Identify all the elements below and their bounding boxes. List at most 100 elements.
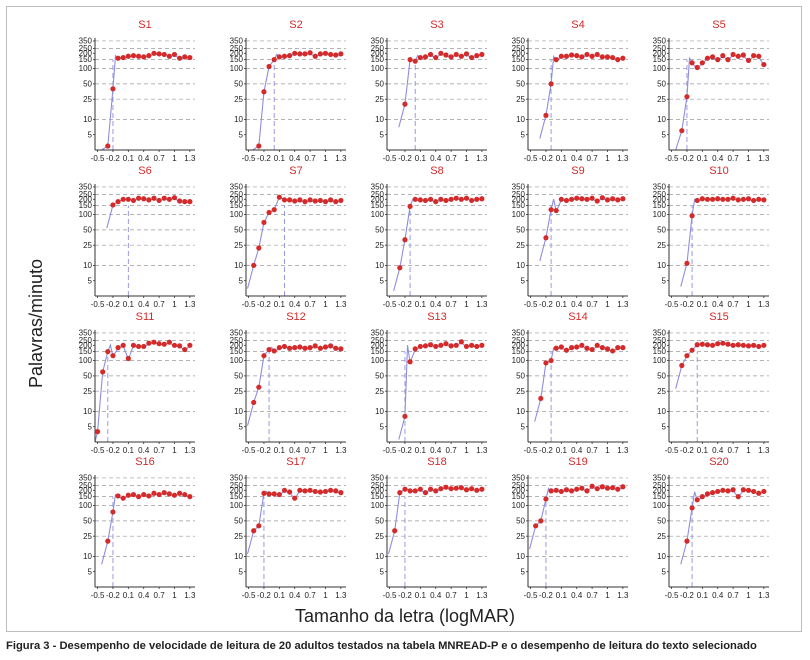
data-point: [610, 196, 616, 202]
data-point: [276, 491, 282, 498]
x-tick-label: 1: [464, 446, 469, 455]
y-tick-label: 250: [371, 336, 385, 345]
x-tick-label: -0.5: [242, 446, 256, 455]
x-tick-label: 1.3: [184, 591, 196, 600]
y-tick-label: 10: [657, 552, 666, 561]
data-point: [589, 53, 595, 59]
data-point: [135, 494, 142, 500]
y-tick-label: 150: [79, 55, 93, 64]
data-point: [433, 488, 439, 494]
data-point: [730, 487, 736, 493]
data-point: [699, 196, 705, 202]
data-point: [317, 51, 323, 57]
data-point: [177, 55, 183, 61]
data-point: [756, 343, 762, 350]
data-point: [156, 51, 162, 57]
panel-title: S15: [709, 311, 729, 323]
data-point: [745, 343, 752, 349]
y-tick-label: 25: [234, 241, 243, 250]
data-point: [751, 197, 757, 204]
y-tick-label: 5: [380, 276, 385, 285]
data-point: [427, 196, 434, 202]
data-point: [333, 345, 339, 351]
data-point: [171, 492, 178, 498]
data-point: [725, 57, 731, 63]
data-point: [538, 518, 544, 524]
y-tick-label: 250: [653, 190, 667, 199]
data-point: [328, 487, 334, 493]
y-tick-label: 50: [234, 225, 243, 234]
x-tick-label: -0.5: [383, 446, 397, 455]
data-point: [182, 491, 188, 498]
y-tick-label: 150: [230, 201, 244, 210]
data-point: [620, 55, 626, 61]
data-point: [261, 490, 267, 496]
data-point: [146, 197, 152, 203]
data-point: [125, 492, 131, 498]
data-point: [589, 195, 595, 201]
y-tick-label: 5: [662, 567, 667, 576]
x-tick-label: 0.1: [274, 446, 286, 455]
data-point: [156, 197, 162, 204]
data-point: [579, 196, 585, 202]
data-point: [115, 199, 121, 205]
x-tick-label: 0.4: [289, 300, 301, 309]
y-tick-label: 100: [512, 501, 526, 510]
y-tick-label: 25: [657, 532, 666, 541]
data-point: [412, 346, 418, 352]
y-tick-label: 25: [234, 532, 243, 541]
data-point: [443, 484, 449, 490]
y-tick-label: 150: [230, 492, 244, 501]
data-point: [704, 55, 711, 61]
data-point: [161, 341, 167, 347]
fit-curve: [247, 196, 341, 289]
y-tick-label: 10: [516, 552, 525, 561]
y-tick-label: 200: [512, 195, 526, 204]
data-point: [453, 51, 459, 58]
data-point: [292, 198, 298, 204]
data-point: [568, 488, 575, 494]
data-point: [125, 53, 131, 59]
y-tick-label: 200: [230, 486, 244, 495]
data-point: [553, 207, 559, 214]
panel-title: S19: [568, 456, 588, 468]
x-tick-label: 1.3: [758, 591, 770, 600]
data-point: [694, 64, 700, 71]
x-tick-label: -0.2: [680, 446, 694, 455]
data-point: [458, 339, 464, 345]
x-tick-label: 0.4: [712, 300, 724, 309]
data-point: [479, 342, 485, 348]
data-point: [422, 490, 429, 496]
data-point: [307, 487, 313, 493]
x-tick-label: 0.7: [154, 591, 166, 600]
data-point: [397, 490, 403, 496]
data-point: [725, 196, 731, 202]
x-tick-label: 0.7: [728, 300, 740, 309]
data-point: [130, 342, 137, 348]
data-point: [438, 342, 444, 348]
data-point: [604, 346, 611, 352]
y-tick-label: 100: [79, 356, 93, 365]
data-point: [422, 197, 429, 204]
y-tick-label: 50: [375, 516, 384, 525]
data-point: [251, 262, 257, 269]
y-tick-label: 350: [653, 37, 667, 46]
y-tick-label: 10: [234, 261, 243, 270]
x-tick-label: -0.5: [665, 446, 679, 455]
y-tick-label: 150: [512, 201, 526, 210]
panel-title: S16: [135, 456, 155, 468]
data-point: [469, 197, 475, 204]
panel-title: S7: [289, 165, 302, 177]
x-tick-label: 1: [323, 154, 328, 163]
panel-title: S20: [709, 456, 729, 468]
data-point: [709, 490, 716, 496]
y-tick-label: 25: [83, 532, 92, 541]
data-point: [584, 196, 590, 202]
x-tick-label: 1.3: [335, 154, 347, 163]
y-tick-label: 50: [657, 79, 666, 88]
data-point: [735, 494, 741, 500]
